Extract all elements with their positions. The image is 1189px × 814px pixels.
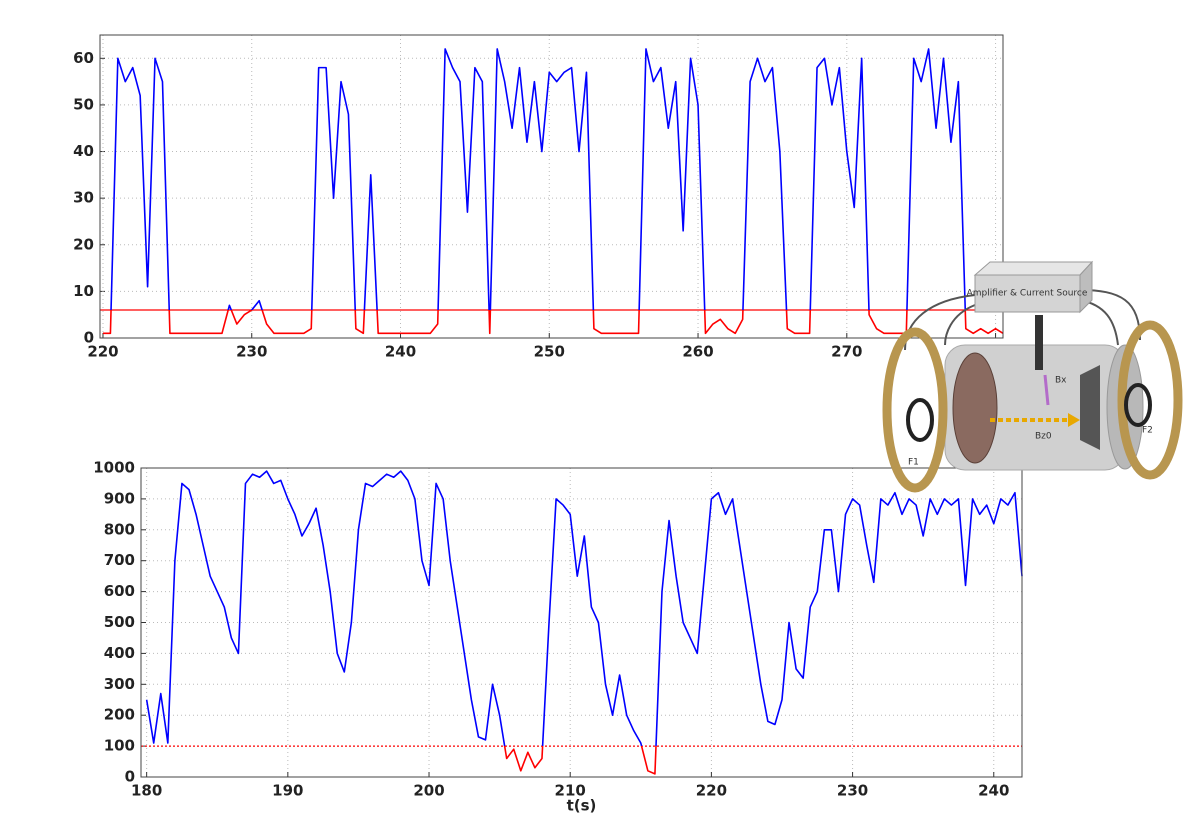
y-tick-label: 20 [73, 235, 94, 253]
x-tick-label: 200 [413, 782, 444, 800]
y-tick-label: 40 [73, 142, 94, 160]
disk-right [1080, 365, 1100, 450]
box-label: Amplifier & Current Source [967, 289, 1088, 299]
y-tick-label: 60 [73, 49, 94, 67]
y-tick-label: 400 [104, 644, 135, 662]
x-axis-label: t(s) [567, 797, 597, 814]
x-tick-label: 260 [682, 343, 713, 361]
y-tick-label: 50 [73, 95, 94, 113]
x-tick-label: 220 [87, 343, 118, 361]
y-tick-label: 700 [104, 551, 135, 569]
x-tick-label: 230 [837, 782, 868, 800]
figure: 0102030405060220230240250260270280010020… [0, 0, 1189, 814]
x-tick-label: 240 [978, 782, 1009, 800]
y-tick-label: 1000 [93, 459, 135, 477]
x-tick-label: 250 [534, 343, 565, 361]
x-tick-label: 190 [272, 782, 303, 800]
charts: 0102030405060220230240250260270280010020… [73, 35, 1022, 814]
box-top [975, 262, 1092, 275]
line-chart: 0102030405060220230240250260270280 [73, 35, 1011, 361]
y-tick-label: 900 [104, 489, 135, 507]
x-tick-label: 270 [831, 343, 862, 361]
y-tick-label: 100 [104, 737, 135, 755]
y-tick-label: 500 [104, 613, 135, 631]
y-tick-label: 800 [104, 520, 135, 538]
f2-label: F2 [1142, 426, 1153, 436]
x-tick-label: 180 [131, 782, 162, 800]
x-tick-label: 230 [236, 343, 267, 361]
y-tick-label: 300 [104, 675, 135, 693]
sensor-left [908, 400, 932, 440]
x-tick-label: 220 [696, 782, 727, 800]
y-tick-label: 200 [104, 706, 135, 724]
plot-area [100, 35, 1003, 338]
disk [953, 353, 997, 463]
bz-label: Bz0 [1035, 432, 1052, 442]
bx-label: Bx [1055, 376, 1067, 386]
x-tick-label: 240 [385, 343, 416, 361]
y-tick-label: 30 [73, 189, 94, 207]
y-tick-label: 10 [73, 282, 94, 300]
probe [1035, 315, 1043, 370]
f1-label: F1 [908, 458, 919, 468]
y-tick-label: 600 [104, 582, 135, 600]
